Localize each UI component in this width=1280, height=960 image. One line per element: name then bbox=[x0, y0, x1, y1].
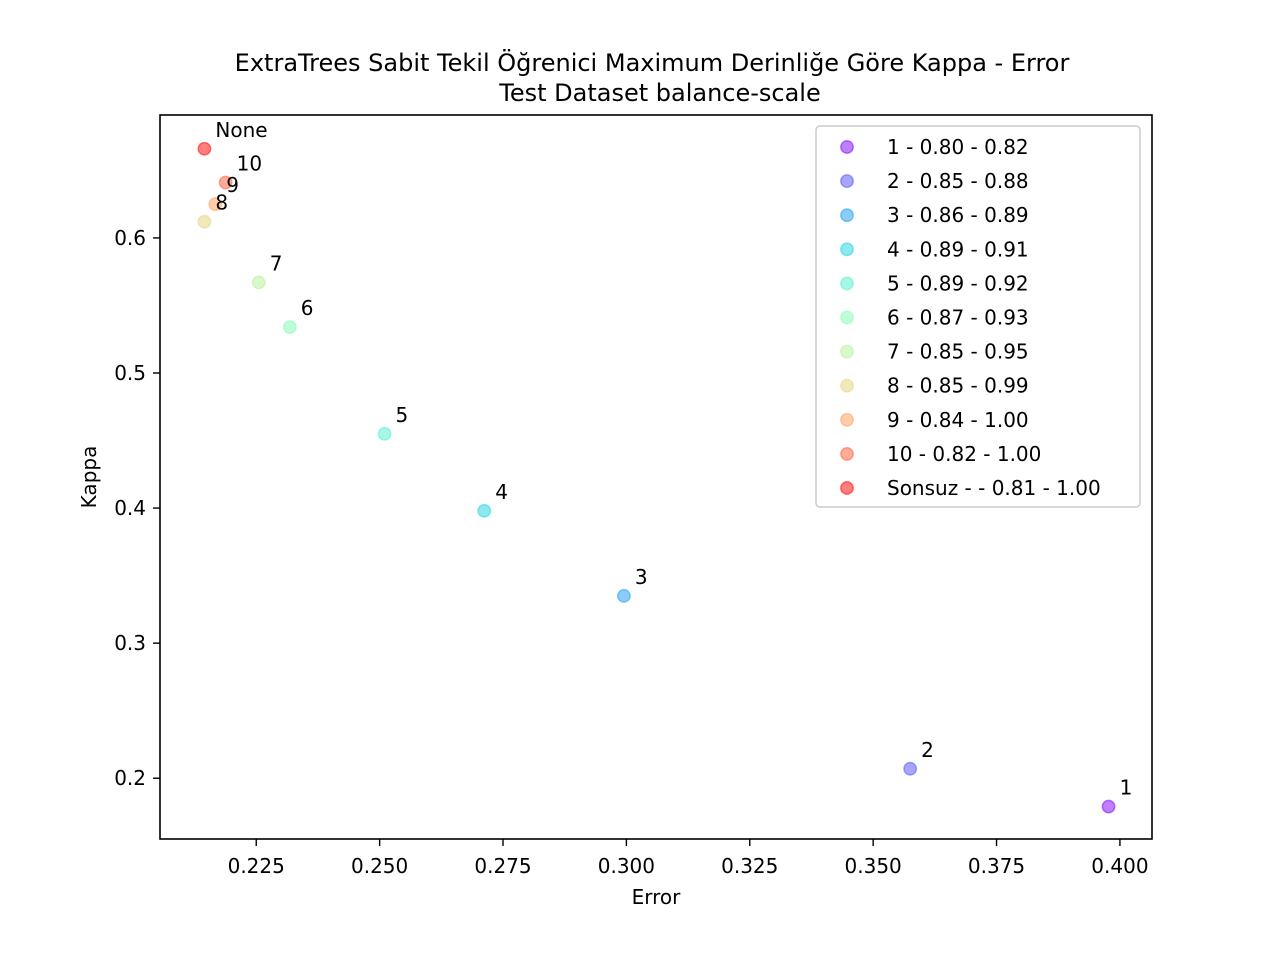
legend-entry: 9 - 0.84 - 1.00 bbox=[887, 408, 1029, 432]
x-tick-label: 0.225 bbox=[228, 854, 285, 878]
point-label: 1 bbox=[1120, 776, 1133, 800]
legend-entry: 1 - 0.80 - 0.82 bbox=[887, 135, 1029, 159]
x-tick-label: 0.275 bbox=[474, 854, 531, 878]
legend-entry: 2 - 0.85 - 0.88 bbox=[887, 169, 1029, 193]
legend-entry: 3 - 0.86 - 0.89 bbox=[887, 203, 1029, 227]
data-point bbox=[208, 197, 223, 212]
point-label: None bbox=[215, 118, 267, 142]
chart-title: ExtraTrees Sabit Tekil Öğrenici Maximum … bbox=[235, 48, 1070, 77]
point-label: 6 bbox=[301, 296, 314, 320]
legend-entry: 6 - 0.87 - 0.93 bbox=[887, 306, 1029, 330]
data-point bbox=[377, 426, 392, 441]
legend-marker bbox=[840, 412, 854, 427]
data-point bbox=[1101, 799, 1116, 814]
points-layer bbox=[197, 141, 1116, 814]
legend-marker bbox=[840, 140, 854, 154]
x-tick-label: 0.400 bbox=[1091, 854, 1148, 878]
legend-marker bbox=[840, 276, 854, 291]
data-point bbox=[197, 141, 212, 156]
data-point bbox=[616, 588, 631, 603]
legend-entry: 10 - 0.82 - 1.00 bbox=[887, 442, 1041, 466]
point-label: 5 bbox=[396, 403, 409, 427]
point-label: 4 bbox=[495, 480, 508, 504]
legend-marker bbox=[840, 344, 854, 359]
legend-marker bbox=[840, 242, 854, 257]
point-label: 2 bbox=[921, 738, 934, 762]
y-tick-label: 0.3 bbox=[114, 631, 146, 655]
legend-marker bbox=[840, 446, 854, 461]
data-point bbox=[251, 275, 266, 290]
data-point bbox=[477, 503, 492, 518]
chart-subtitle: Test Dataset balance-scale bbox=[498, 79, 821, 107]
y-axis-ticks: 0.2 0.3 0.4 0.5 0.6 bbox=[114, 226, 160, 790]
x-tick-label: 0.350 bbox=[845, 854, 902, 878]
legend-items: 1 - 0.80 - 0.82 2 - 0.85 - 0.88 3 - 0.86 -… bbox=[840, 135, 1101, 500]
legend-marker bbox=[840, 481, 854, 495]
point-label: 9 bbox=[226, 173, 239, 197]
x-tick-label: 0.300 bbox=[598, 854, 655, 878]
point-label: 3 bbox=[635, 565, 648, 589]
plot-frame bbox=[159, 114, 1153, 840]
data-point bbox=[218, 175, 233, 190]
x-axis-label: Error bbox=[632, 885, 682, 909]
y-tick-label: 0.5 bbox=[114, 361, 146, 385]
data-point bbox=[197, 214, 212, 229]
point-label: 7 bbox=[270, 251, 283, 275]
y-axis-label: Kappa bbox=[77, 446, 101, 509]
point-label: 8 bbox=[215, 191, 228, 215]
x-tick-label: 0.250 bbox=[351, 854, 408, 878]
legend-marker bbox=[840, 310, 854, 325]
data-point bbox=[903, 761, 918, 776]
x-tick-label: 0.375 bbox=[968, 854, 1025, 878]
legend-entry: 5 - 0.89 - 0.92 bbox=[887, 271, 1029, 295]
legend-marker bbox=[840, 378, 854, 393]
y-tick-label: 0.2 bbox=[114, 766, 146, 790]
y-tick-label: 0.6 bbox=[114, 226, 146, 250]
legend-entry: 8 - 0.85 - 0.99 bbox=[887, 374, 1029, 398]
legend-frame bbox=[815, 125, 1141, 508]
legend-marker bbox=[840, 174, 854, 189]
legend: 1 - 0.80 - 0.82 2 - 0.85 - 0.88 3 - 0.86 -… bbox=[815, 125, 1141, 508]
legend-marker bbox=[840, 208, 854, 223]
legend-entry: 7 - 0.85 - 0.95 bbox=[887, 340, 1029, 364]
point-label: 10 bbox=[237, 152, 262, 176]
x-axis-ticks: 0.225 0.250 0.275 0.300 0.325 0.350 0.375 0.400 bbox=[228, 839, 1149, 878]
x-tick-label: 0.325 bbox=[721, 854, 778, 878]
y-tick-label: 0.4 bbox=[114, 496, 146, 520]
legend-entry: 4 - 0.89 - 0.91 bbox=[887, 237, 1029, 261]
data-point bbox=[282, 320, 297, 335]
legend-entry: Sonsuz - - 0.81 - 1.00 bbox=[887, 476, 1101, 500]
